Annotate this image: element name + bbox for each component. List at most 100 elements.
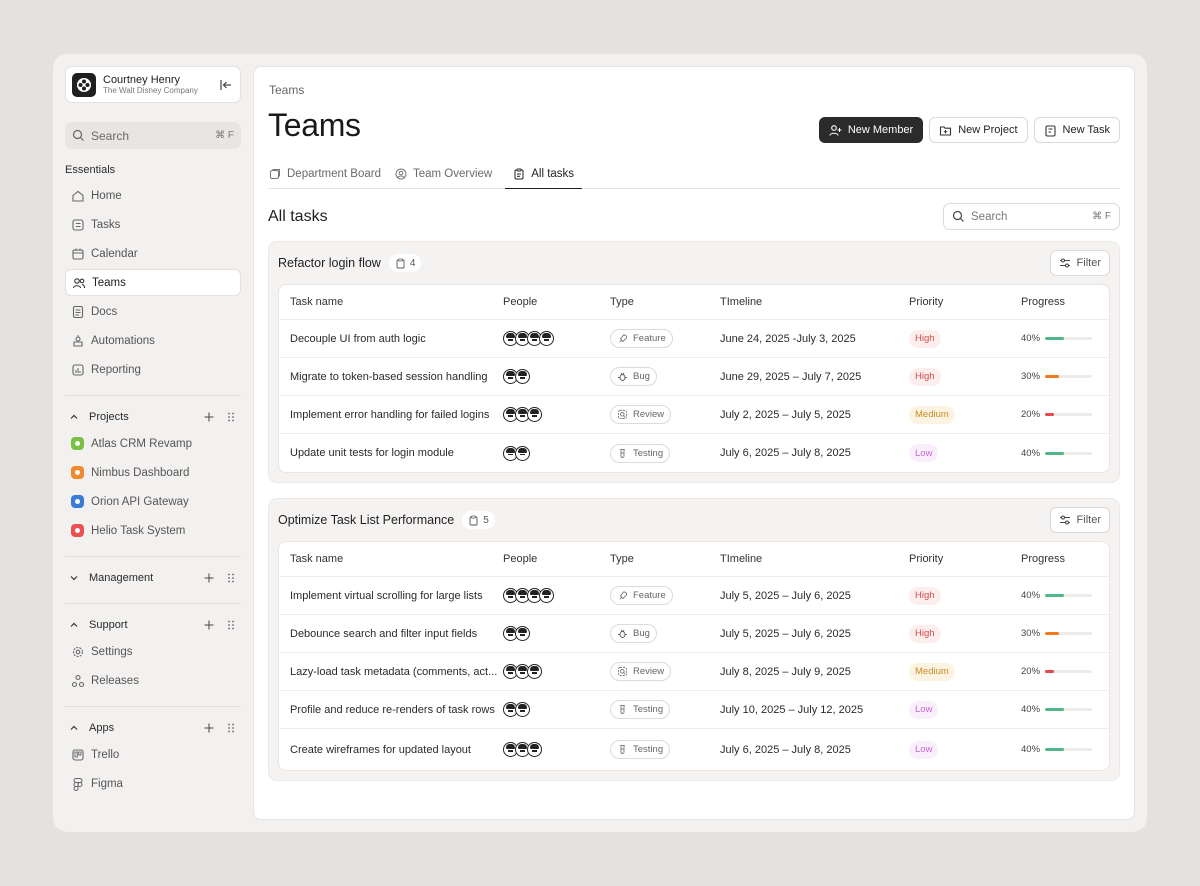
task-name[interactable]: Profile and reduce re-renders of task ro… [290,703,495,716]
avatar[interactable] [503,331,518,346]
people-avatars[interactable] [503,445,610,461]
avatar[interactable] [503,664,518,679]
table-row[interactable]: Decouple UI from auth logic Feature June 2… [279,320,1109,358]
sidebar-project-atlas[interactable]: Atlas CRM Revamp [65,430,241,457]
sidebar-project-helio[interactable]: Helio Task System [65,517,241,544]
task-name[interactable]: Update unit tests for login module [290,447,454,459]
column-header[interactable]: Priority [909,553,944,565]
table-row[interactable]: Lazy-load task metadata (comments, act..… [279,653,1109,691]
table-row[interactable]: Migrate to token-based session handling B… [279,358,1109,396]
task-group-title[interactable]: Refactor login flow [278,256,381,270]
sidebar-item-calendar[interactable]: Calendar [65,240,241,267]
column-header[interactable]: Task name [290,553,344,565]
support-group-header[interactable]: Support [65,612,241,638]
chevron-up-icon[interactable] [69,412,79,422]
breadcrumb[interactable]: Teams [269,83,305,97]
new-member-button[interactable]: New Member [818,117,924,143]
drag-handle-icon[interactable] [225,411,237,423]
task-search-input[interactable]: Search ⌘ F [943,203,1120,230]
task-name[interactable]: Migrate to token-based session handling [290,370,488,383]
sidebar-search[interactable]: Search ⌘ F [65,122,241,149]
plus-icon[interactable] [203,411,215,423]
plus-icon[interactable] [203,619,215,631]
filter-button[interactable]: Filter [1049,250,1110,276]
tab-all-tasks[interactable]: All tasks [505,159,583,189]
column-header[interactable]: People [503,553,538,565]
avatar[interactable] [539,588,554,603]
sidebar-project-orion[interactable]: Orion API Gateway [65,488,241,515]
table-row[interactable]: Implement error handling for failed logi… [279,396,1109,434]
tab-department-board[interactable]: Department Board [268,159,382,189]
sidebar-item-docs[interactable]: Docs [65,298,241,325]
people-avatars[interactable] [503,626,610,641]
collapse-sidebar-icon[interactable] [219,78,233,92]
sidebar-project-nimbus[interactable]: Nimbus Dashboard [65,459,241,486]
sidebar-item-settings[interactable]: Settings [65,638,241,665]
task-name[interactable]: Implement error handling for failed logi… [290,408,490,421]
avatar[interactable] [503,626,518,641]
task-name[interactable]: Lazy-load task metadata (comments, act..… [290,665,498,678]
sidebar-item-automations[interactable]: Automations [65,327,241,354]
task-name[interactable]: Create wireframes for updated layout [290,743,471,756]
drag-handle-icon[interactable] [225,572,237,584]
avatar[interactable] [539,331,554,346]
sidebar-item-teams[interactable]: Teams [65,269,241,296]
avatar[interactable] [527,407,542,422]
avatar[interactable] [527,664,542,679]
new-project-button[interactable]: New Project [929,117,1028,143]
task-name[interactable]: Implement virtual scrolling for large li… [290,589,483,602]
apps-group-header[interactable]: Apps [65,715,241,741]
column-header[interactable]: People [503,296,538,308]
people-avatars[interactable] [503,664,610,679]
plus-icon[interactable] [203,722,215,734]
drag-handle-icon[interactable] [225,722,237,734]
table-row[interactable]: Debounce search and filter input fields B… [279,615,1109,653]
column-header[interactable]: Type [610,296,634,308]
sidebar-item-releases[interactable]: Releases [65,667,241,694]
projects-group-header[interactable]: Projects [65,404,241,430]
table-row[interactable]: Implement virtual scrolling for large li… [279,577,1109,615]
people-avatars[interactable] [503,742,610,757]
new-task-button[interactable]: New Task [1033,117,1120,143]
tab-team-overview[interactable]: Team Overview [394,159,493,189]
sidebar-item-reporting[interactable]: Reporting [65,356,241,383]
task-name[interactable]: Debounce search and filter input fields [290,627,478,640]
workspace-switcher[interactable]: Courtney Henry The Walt Disney Company [65,66,241,103]
sidebar-item-trello[interactable]: Trello [65,741,241,768]
avatar[interactable] [515,369,530,384]
avatar[interactable] [503,369,518,384]
task-name[interactable]: Decouple UI from auth logic [290,332,426,345]
chevron-up-icon[interactable] [69,620,79,630]
chevron-up-icon[interactable] [69,723,79,733]
table-row[interactable]: Profile and reduce re-renders of task ro… [279,691,1109,729]
figma-icon [73,777,83,791]
column-header[interactable]: TImeline [720,553,763,565]
filter-button[interactable]: Filter [1049,507,1110,533]
column-header[interactable]: TImeline [720,296,763,308]
management-group-header[interactable]: Management [65,565,241,591]
table-row[interactable]: Update unit tests for login module Testin… [279,434,1109,472]
column-header[interactable]: Priority [909,296,944,308]
sidebar-item-home[interactable]: Home [65,182,241,209]
people-avatars[interactable] [503,588,610,603]
column-header[interactable]: Type [610,553,634,565]
plus-icon[interactable] [203,572,215,584]
people-avatars[interactable] [503,331,610,346]
avatar[interactable] [515,588,530,603]
task-group-title[interactable]: Optimize Task List Performance [278,513,455,527]
avatar[interactable] [515,445,530,461]
drag-handle-icon[interactable] [225,619,237,631]
people-avatars[interactable] [503,702,610,717]
column-header[interactable]: Progress [1021,553,1066,565]
table-row[interactable]: Create wireframes for updated layout Test… [279,729,1109,770]
column-header[interactable]: Progress [1021,296,1066,308]
avatar[interactable] [515,626,530,641]
people-avatars[interactable] [503,369,610,384]
avatar[interactable] [515,702,530,717]
sidebar-item-tasks[interactable]: Tasks [65,211,241,238]
chevron-down-icon[interactable] [69,573,79,583]
column-header[interactable]: Task name [290,296,344,308]
sidebar-item-figma[interactable]: Figma [65,770,241,797]
avatar[interactable] [527,742,542,757]
people-avatars[interactable] [503,407,610,422]
